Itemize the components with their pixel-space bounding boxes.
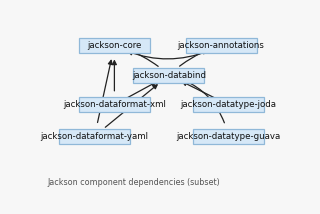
Text: jackson-databind: jackson-databind xyxy=(132,71,206,80)
FancyBboxPatch shape xyxy=(79,97,150,112)
FancyBboxPatch shape xyxy=(193,97,264,112)
FancyBboxPatch shape xyxy=(133,68,204,83)
Text: jackson-datatype-joda: jackson-datatype-joda xyxy=(180,100,276,109)
FancyBboxPatch shape xyxy=(186,38,257,53)
FancyBboxPatch shape xyxy=(59,129,130,144)
Text: Jackson component dependencies (subset): Jackson component dependencies (subset) xyxy=(47,178,220,187)
FancyBboxPatch shape xyxy=(193,129,264,144)
Text: jackson-core: jackson-core xyxy=(87,41,141,50)
Text: jackson-dataformat-xml: jackson-dataformat-xml xyxy=(63,100,166,109)
Text: jackson-annotations: jackson-annotations xyxy=(178,41,264,50)
Text: jackson-dataformat-yaml: jackson-dataformat-yaml xyxy=(41,132,148,141)
Text: jackson-datatype-guava: jackson-datatype-guava xyxy=(176,132,281,141)
FancyBboxPatch shape xyxy=(79,38,150,53)
